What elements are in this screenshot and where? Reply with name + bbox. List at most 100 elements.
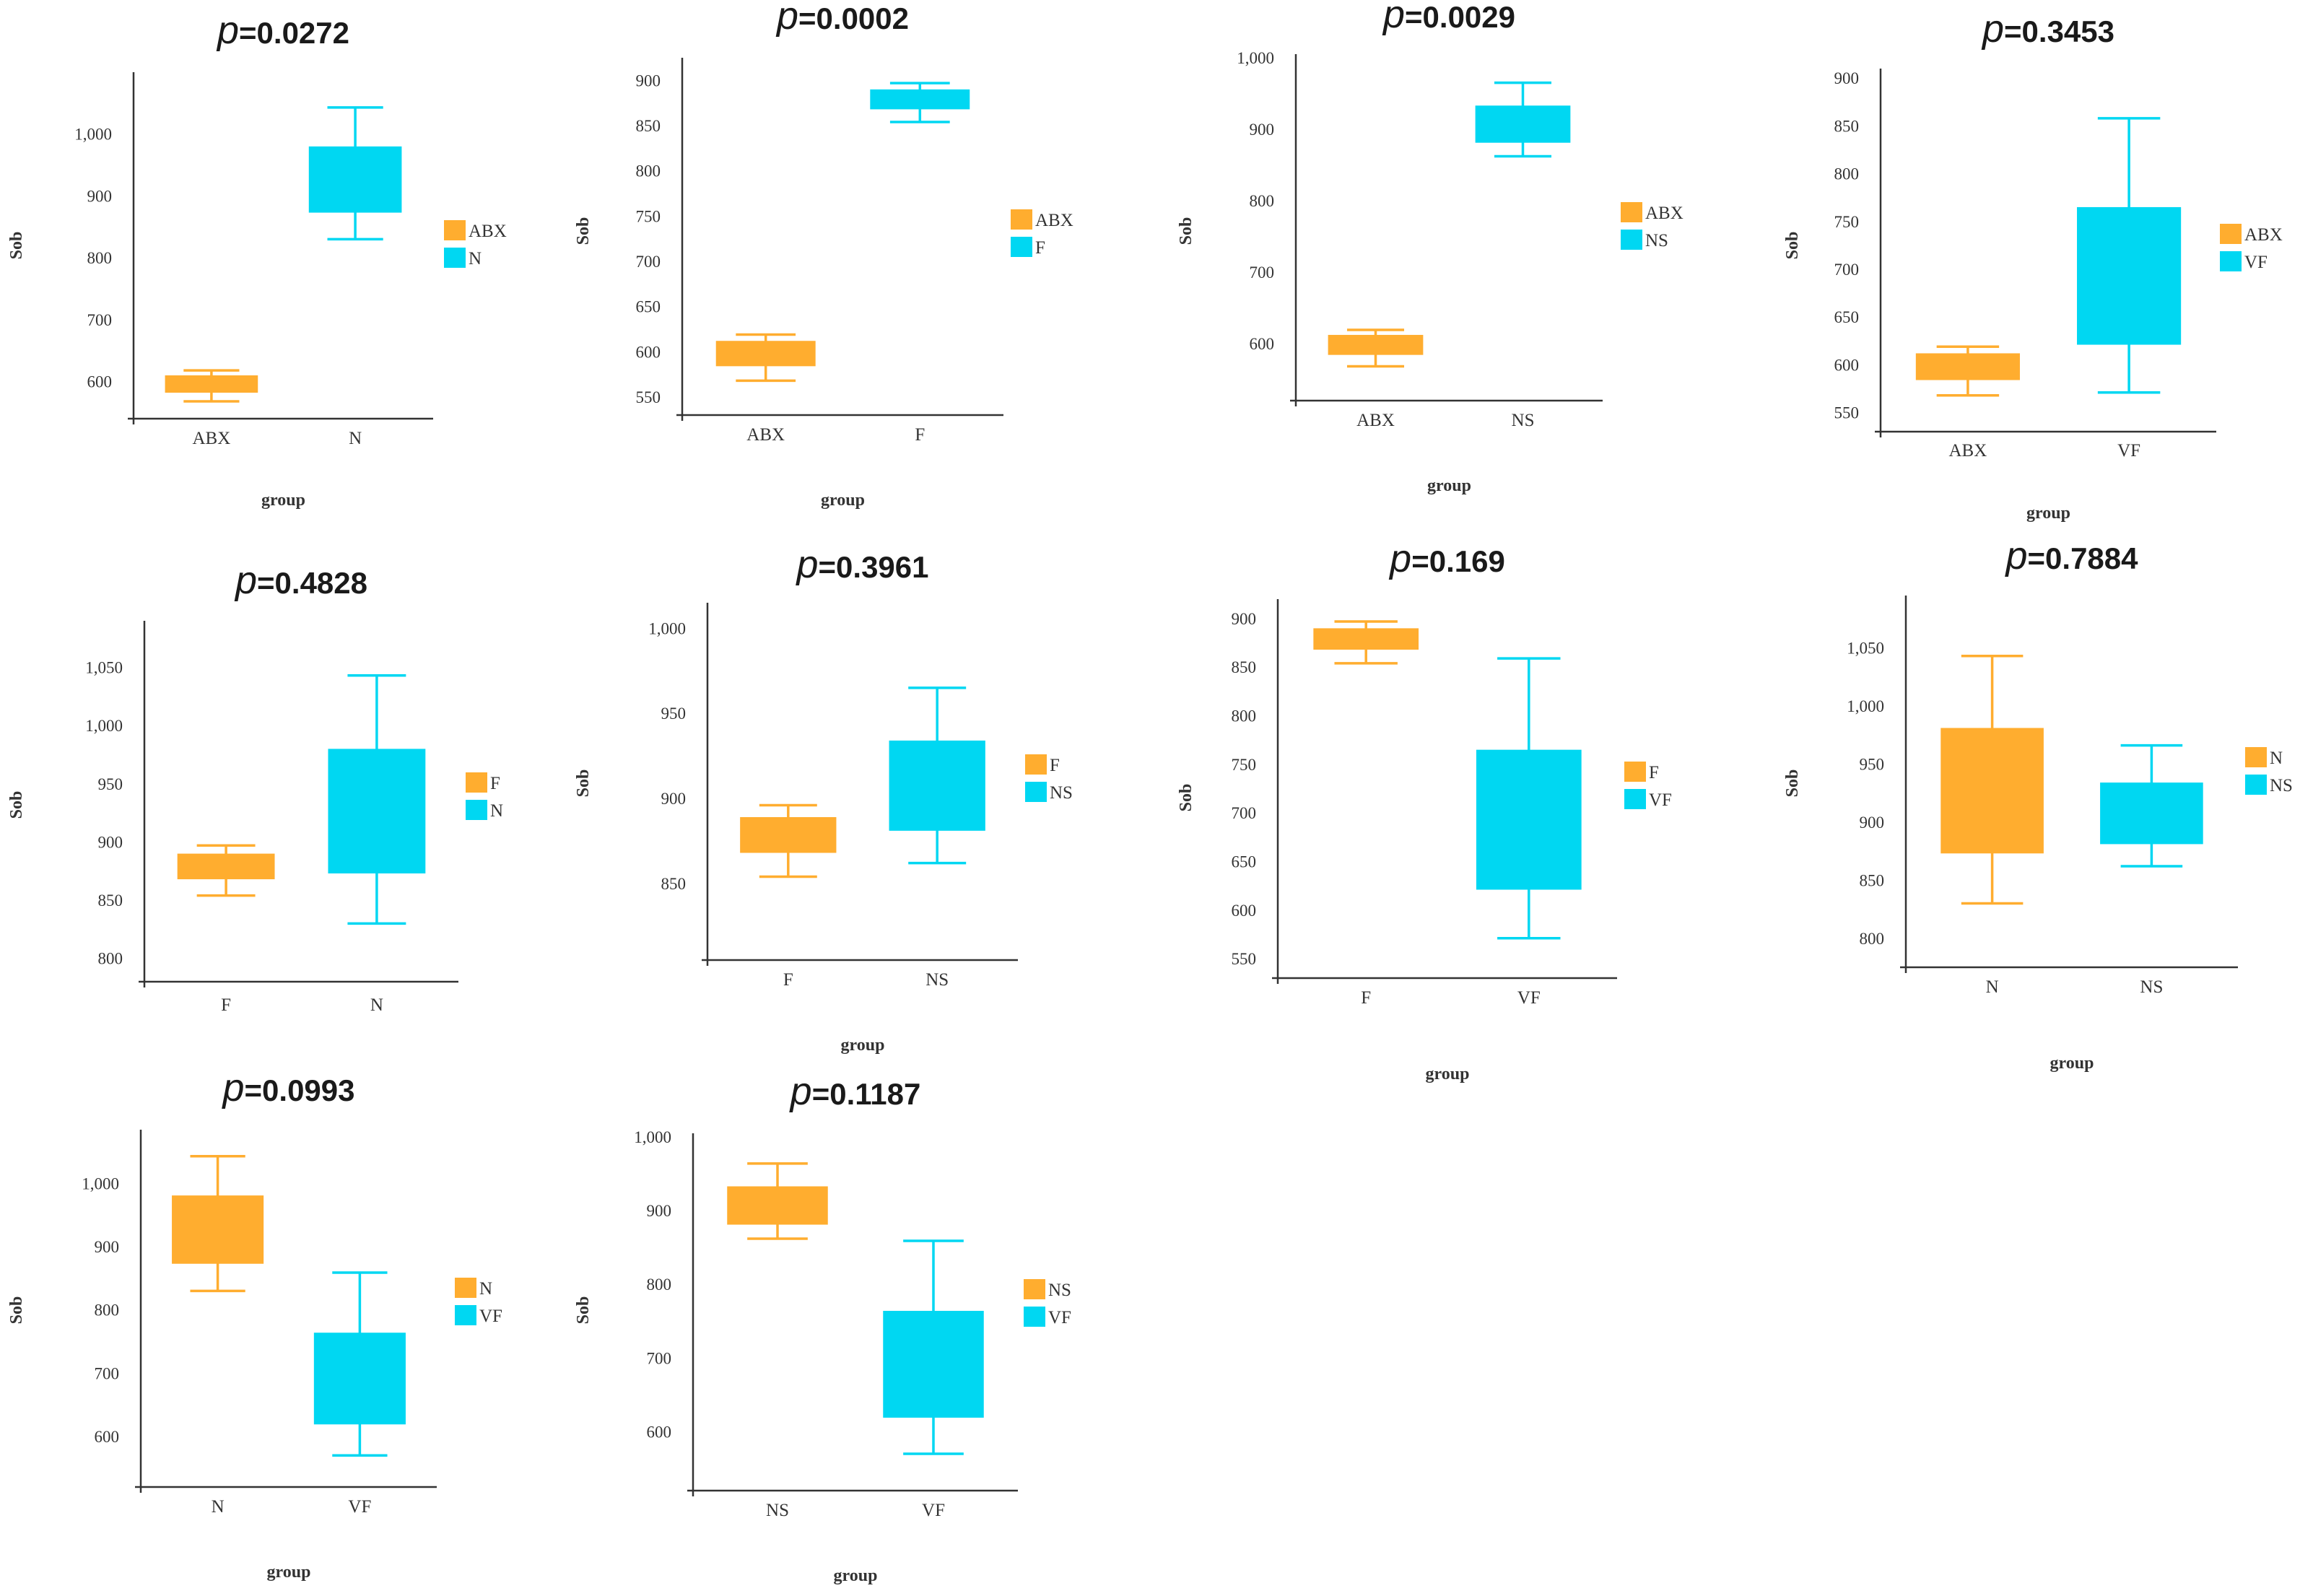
y-tick-label: 650 bbox=[636, 298, 661, 316]
y-tick-label: 550 bbox=[636, 388, 661, 406]
y-tick-label: 600 bbox=[1250, 335, 1275, 353]
y-tick-label: 1,050 bbox=[85, 659, 123, 677]
x-category-label: N bbox=[212, 1497, 225, 1517]
legend-label: VF bbox=[1649, 790, 1672, 810]
y-tick-label: 900 bbox=[87, 187, 113, 205]
y-tick-label: 800 bbox=[98, 950, 123, 968]
legend-label: NS bbox=[1645, 231, 1668, 250]
y-axis-label: Sob bbox=[1177, 784, 1195, 812]
y-axis-label: Sob bbox=[7, 1296, 26, 1325]
box-plot-panel: p=0.3961 850 900 950 1,000 Sob F NS group F NS bbox=[570, 543, 1169, 1068]
box-plot-svg: p=0.3961 850 900 950 1,000 Sob F NS group F NS bbox=[574, 543, 1073, 1055]
box-rect bbox=[715, 341, 816, 367]
legend-label: F bbox=[1649, 763, 1659, 782]
y-tick-label: 550 bbox=[1834, 404, 1860, 422]
y-tick-label: 750 bbox=[1232, 756, 1257, 774]
y-tick-label: 900 bbox=[647, 1202, 672, 1220]
y-axis-label: Sob bbox=[7, 791, 26, 819]
p-value: =0.0272 bbox=[239, 16, 349, 50]
legend-label: N bbox=[490, 801, 503, 821]
p-value-title: p=0.1187 bbox=[789, 1070, 921, 1113]
y-axis-label: Sob bbox=[574, 769, 593, 798]
p-symbol: p bbox=[795, 543, 818, 586]
box-rect bbox=[313, 1333, 406, 1425]
x-axis-label: group bbox=[261, 491, 305, 510]
y-tick-label: 700 bbox=[1232, 804, 1257, 822]
y-tick-label: 600 bbox=[647, 1423, 672, 1441]
box-plot-panel: p=0.4828 800 850 900 950 1,000 1,050 Sob F N F N bbox=[0, 549, 570, 1039]
y-tick-label: 750 bbox=[1834, 213, 1860, 231]
p-value: =0.7884 bbox=[2028, 541, 2139, 575]
p-value-title: p=0.0002 bbox=[775, 0, 909, 38]
x-category-label: N bbox=[349, 429, 362, 448]
box-rect bbox=[172, 1195, 264, 1264]
y-tick-label: 850 bbox=[98, 891, 123, 910]
box-rect bbox=[1313, 628, 1419, 650]
legend-label: ABX bbox=[2244, 225, 2283, 245]
box-rect bbox=[165, 375, 258, 393]
y-tick-label: 700 bbox=[647, 1349, 672, 1367]
box-rect bbox=[1476, 749, 1582, 890]
p-value-title: p=0.3961 bbox=[795, 543, 928, 586]
x-category-label: F bbox=[783, 970, 793, 990]
x-axis-label: group bbox=[834, 1566, 878, 1585]
p-value: =0.4828 bbox=[257, 566, 367, 600]
x-category-label: NS bbox=[2140, 977, 2163, 997]
y-axis-label: Sob bbox=[1783, 232, 1802, 260]
p-symbol: p bbox=[234, 559, 257, 602]
p-symbol: p bbox=[216, 9, 239, 52]
legend-label: ABX bbox=[1645, 204, 1683, 223]
y-tick-label: 1,000 bbox=[82, 1174, 119, 1192]
p-symbol: p bbox=[775, 0, 798, 38]
y-tick-label: 1,000 bbox=[74, 126, 112, 144]
box-plot-panel: p=0.169 550 600 650 700 750 800 850 900 Sob F VF gro… bbox=[1169, 537, 1769, 1083]
legend-swatch bbox=[455, 1305, 476, 1325]
x-category-label: F bbox=[221, 995, 231, 1015]
x-category-label: N bbox=[1986, 977, 1999, 997]
p-value: =0.0029 bbox=[1405, 0, 1515, 34]
y-tick-label: 650 bbox=[1834, 308, 1860, 326]
x-category-label: F bbox=[1361, 988, 1371, 1008]
y-tick-label: 900 bbox=[95, 1238, 120, 1256]
legend-label: NS bbox=[1048, 1281, 1071, 1300]
x-category-label: F bbox=[915, 425, 925, 445]
legend-label: F bbox=[1050, 756, 1060, 775]
y-tick-label: 1,000 bbox=[1237, 49, 1274, 67]
x-axis-label: group bbox=[2050, 1054, 2094, 1073]
box-plot-svg: p=0.1187 600 700 800 900 1,000 Sob NS VF group NS V… bbox=[574, 1070, 1071, 1585]
legend-swatch bbox=[444, 248, 466, 268]
legend-swatch bbox=[1025, 782, 1047, 802]
box-rect bbox=[1915, 353, 2020, 380]
y-tick-label: 900 bbox=[661, 790, 687, 808]
y-tick-label: 900 bbox=[98, 833, 123, 851]
legend-label: ABX bbox=[1035, 211, 1073, 230]
box-plot-panel: p=0.3453 550 600 650 700 750 800 850 900 Sob ABX VF… bbox=[1769, 0, 2313, 523]
legend-label: VF bbox=[1048, 1308, 1071, 1327]
legend-label: F bbox=[490, 774, 500, 793]
y-axis-label: Sob bbox=[1177, 217, 1195, 245]
x-category-label: NS bbox=[1512, 411, 1535, 430]
p-symbol: p bbox=[789, 1070, 812, 1113]
box-plot-svg: p=0.7884 800 850 900 950 1,000 1,050 Sob N NS grou… bbox=[1783, 534, 2293, 1073]
legend-swatch bbox=[1025, 754, 1047, 775]
x-category-label: ABX bbox=[193, 429, 231, 448]
legend-label: N bbox=[479, 1279, 492, 1299]
legend-label: VF bbox=[479, 1307, 502, 1326]
y-tick-label: 750 bbox=[636, 207, 661, 225]
y-tick-label: 1,000 bbox=[85, 717, 123, 735]
x-category-label: VF bbox=[348, 1497, 371, 1517]
box-plot-panel: p=0.7884 800 850 900 950 1,000 1,050 Sob N NS grou… bbox=[1769, 534, 2313, 1073]
box-rect bbox=[2077, 206, 2182, 345]
y-tick-label: 700 bbox=[1250, 263, 1275, 282]
box-plot-panel: p=0.0029 600 700 800 900 1,000 Sob ABX NS group AB… bbox=[1169, 0, 1769, 520]
y-tick-label: 850 bbox=[1834, 117, 1860, 135]
y-tick-label: 800 bbox=[95, 1301, 120, 1320]
p-value: =0.3453 bbox=[2004, 14, 2114, 48]
y-tick-label: 600 bbox=[1834, 356, 1860, 374]
y-tick-label: 800 bbox=[1834, 165, 1860, 183]
box-rect bbox=[1328, 334, 1424, 355]
y-tick-label: 600 bbox=[636, 343, 661, 361]
box-rect bbox=[1475, 105, 1571, 143]
